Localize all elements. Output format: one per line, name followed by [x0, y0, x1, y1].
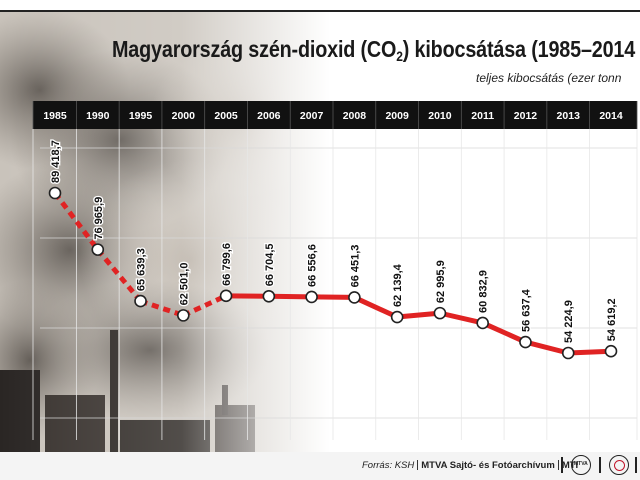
- data-point: [48, 186, 62, 200]
- series-segment-dashed: [139, 298, 185, 318]
- x-tick-label: 2009: [385, 110, 409, 122]
- x-tick-label: 2008: [343, 110, 367, 122]
- series-segment-dashed: [182, 293, 228, 318]
- x-tick-label: 2011: [471, 110, 494, 122]
- x-tick-label: 2005: [214, 110, 238, 122]
- series-segment: [522, 339, 571, 356]
- series-segment: [437, 310, 486, 326]
- mtva-logo-text: MTVA: [574, 461, 588, 467]
- data-label: 76 965,9: [93, 197, 105, 240]
- top-rule: [0, 10, 640, 12]
- x-tick-label: 2010: [428, 110, 452, 122]
- source-credit: Forrás: KSH MTVA Sajtó- és Fotóarchívum MT…: [362, 460, 578, 471]
- series-segment: [351, 294, 400, 320]
- data-point: [561, 346, 575, 360]
- data-point: [519, 335, 532, 349]
- data-label: 65 639,3: [136, 248, 148, 291]
- source-suffix: MTI: [561, 460, 579, 471]
- data-point: [390, 310, 404, 324]
- data-label: 60 832,9: [478, 270, 490, 313]
- data-point: [433, 306, 447, 320]
- data-label: 66 451,3: [349, 245, 361, 288]
- chart-subtitle: teljes kibocsátás (ezer tonn: [476, 71, 622, 85]
- mti-logo-mark: [614, 460, 625, 471]
- data-point: [91, 243, 105, 256]
- series-segment: [266, 293, 315, 300]
- series-segment: [480, 320, 528, 345]
- data-point: [134, 294, 147, 308]
- mtva-logo: MTVA: [571, 455, 591, 475]
- x-tick-label: 1995: [129, 110, 153, 122]
- footer-bar: [0, 452, 640, 480]
- data-point: [348, 291, 361, 304]
- source-separator: [557, 460, 559, 471]
- x-tick-label: 2013: [557, 110, 581, 122]
- logo-separator: [561, 457, 563, 473]
- x-tick-label: 2012: [514, 110, 538, 122]
- data-point: [476, 316, 489, 330]
- title-main: Magyarország szén-dioxid (CO: [112, 36, 397, 62]
- source-agency: MTVA Sajtó- és Fotóarchívum: [421, 460, 555, 471]
- x-tick-label: 2000: [172, 110, 196, 122]
- year-axis-bar: [33, 101, 637, 129]
- data-label: 66 704,5: [264, 243, 276, 286]
- data-label: 66 556,6: [307, 244, 319, 287]
- series-segment: [394, 310, 443, 320]
- series-segment: [565, 348, 614, 356]
- data-point: [262, 289, 276, 303]
- title-subscript: 2: [396, 48, 403, 64]
- data-label: 56 637,4: [520, 288, 532, 332]
- data-label: 62 501,0: [178, 263, 190, 306]
- data-label: 54 619,2: [606, 298, 618, 341]
- data-label: 89 418,7: [50, 140, 62, 183]
- chart-title: Magyarország szén-dioxid (CO2) kibocsátá…: [112, 36, 635, 64]
- x-tick-label: 1990: [86, 110, 110, 122]
- data-point: [305, 290, 318, 304]
- data-label: 62 995,9: [435, 260, 447, 303]
- data-label: 62 139,4: [392, 263, 404, 307]
- x-tick-label: 1985: [43, 110, 67, 122]
- logo-separator: [635, 457, 637, 473]
- title-end: ) kibocsátása (1985–2014: [402, 36, 636, 62]
- mti-logo: [609, 455, 629, 475]
- data-point: [219, 289, 233, 303]
- x-tick-label: 2006: [257, 110, 281, 122]
- data-label: 54 224,9: [563, 300, 575, 343]
- data-point: [177, 309, 190, 322]
- source-separator: [417, 460, 419, 471]
- x-tick-label: 2014: [599, 110, 623, 122]
- source-prefix: Forrás: KSH: [362, 460, 415, 471]
- data-point: [604, 344, 618, 358]
- x-tick-label: 2007: [300, 110, 324, 122]
- logo-separator: [599, 457, 601, 473]
- data-label: 66 799,6: [221, 243, 233, 286]
